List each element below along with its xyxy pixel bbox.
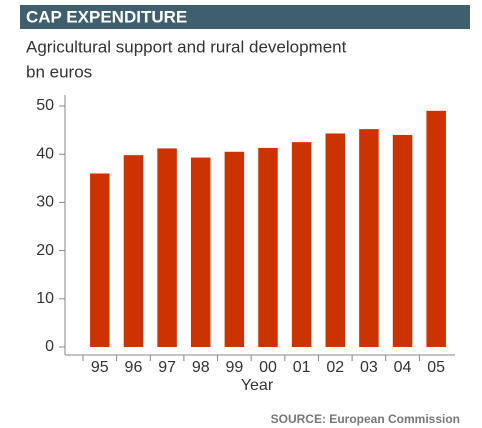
x-tick-label: 96 — [125, 359, 143, 376]
y-tick-label: 30 — [36, 194, 54, 211]
bar — [157, 148, 177, 347]
bar — [325, 133, 346, 347]
x-tick-label: 05 — [427, 359, 445, 376]
x-tick-label: 99 — [225, 359, 243, 376]
bar — [392, 134, 413, 347]
bar — [224, 151, 245, 347]
x-tick-label: 95 — [91, 359, 109, 376]
x-tick-label: 01 — [293, 359, 311, 376]
bar — [123, 155, 144, 347]
y-tick-label: 10 — [36, 290, 54, 307]
chart-subtitle: Agricultural support and rural developme… — [26, 37, 347, 56]
x-tick-label: 97 — [158, 359, 176, 376]
x-axis-label: Year — [241, 377, 274, 394]
bar — [426, 110, 446, 347]
bar — [359, 129, 379, 347]
y-tick-label: 40 — [36, 145, 54, 162]
x-tick-label: 98 — [192, 359, 210, 376]
bar — [190, 157, 211, 347]
y-tick-label: 0 — [45, 338, 54, 355]
bar — [291, 142, 312, 347]
x-tick-label: 00 — [259, 359, 277, 376]
bar — [258, 147, 278, 347]
x-tick-label: 03 — [360, 359, 378, 376]
chart-title: CAP EXPENDITURE — [26, 7, 187, 26]
y-tick-label: 20 — [36, 242, 54, 259]
x-tick-label: 02 — [326, 359, 344, 376]
source: SOURCE: European Commission — [271, 412, 460, 426]
bar — [90, 173, 110, 347]
chart-subtitle: bn euros — [26, 62, 92, 81]
title-banner — [20, 5, 470, 29]
y-tick-label: 50 — [36, 97, 54, 114]
x-tick-label: 04 — [394, 359, 412, 376]
